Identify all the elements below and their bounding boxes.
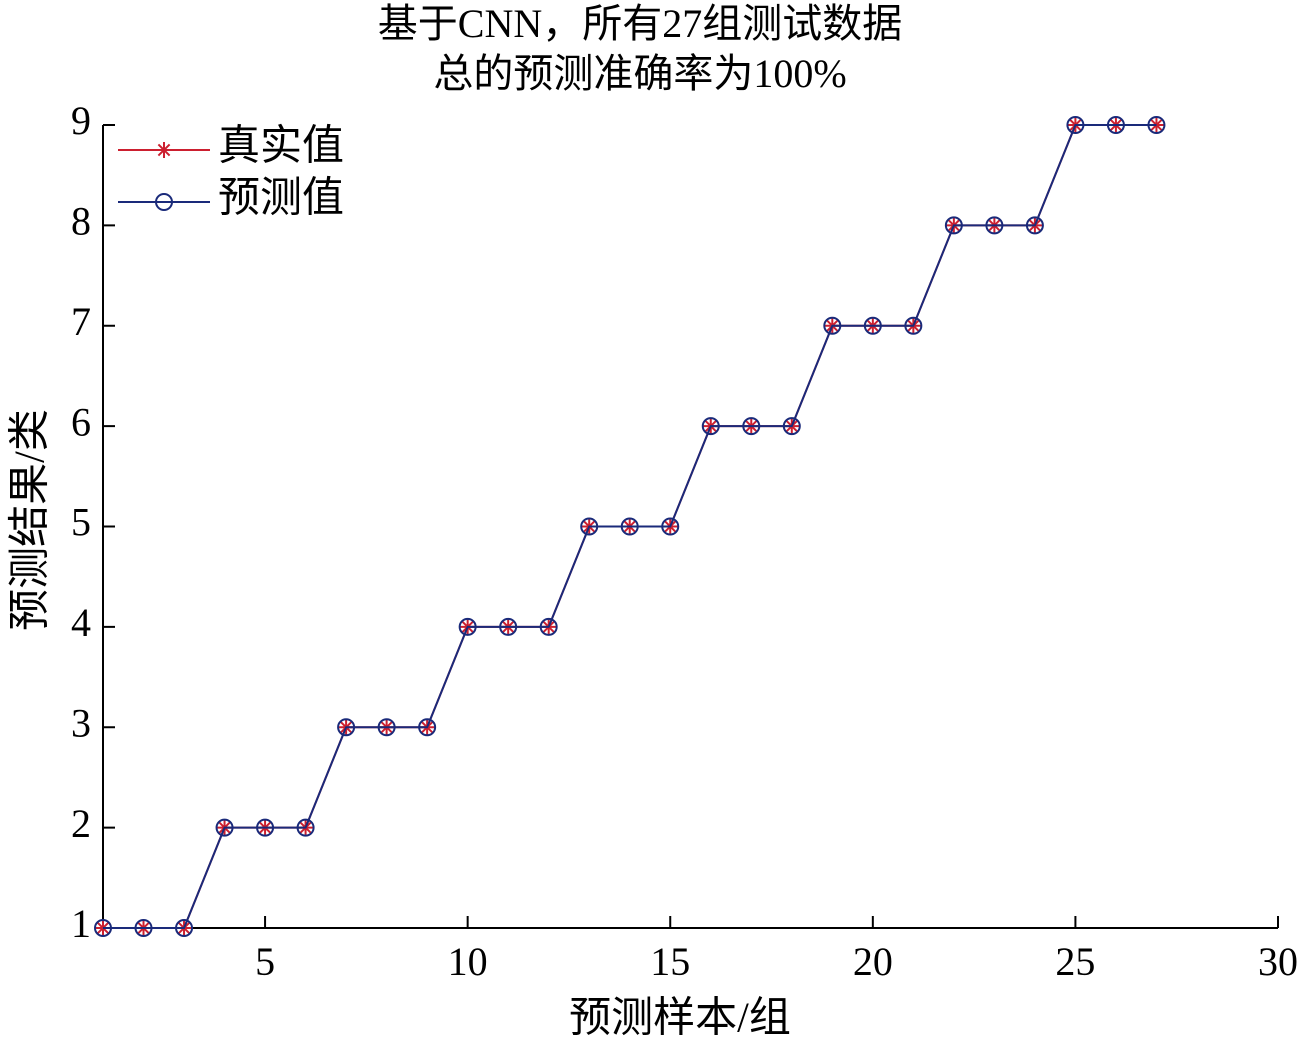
- legend-marker: [156, 142, 172, 158]
- point-marker: [904, 316, 923, 335]
- point-marker: [539, 617, 558, 636]
- y-tick-label: 2: [71, 801, 91, 846]
- y-tick-label: 9: [71, 98, 91, 143]
- point-marker: [863, 316, 882, 335]
- point-marker: [377, 718, 396, 737]
- point-marker: [175, 919, 194, 937]
- point-marker: [296, 818, 315, 837]
- point-marker: [134, 919, 153, 937]
- point-marker: [1148, 117, 1165, 133]
- point-marker: [661, 517, 680, 536]
- legend-label: 预测值: [218, 176, 344, 222]
- y-tick-label: 8: [71, 199, 91, 244]
- point-marker: [458, 617, 477, 636]
- y-tick-label: 5: [71, 500, 91, 545]
- series-line: [103, 124, 1157, 929]
- point-marker: [1147, 116, 1166, 134]
- point-marker: [944, 216, 963, 235]
- chart-title: 基于CNN，所有27组测试数据: [378, 1, 902, 46]
- y-tick-label: 3: [71, 700, 91, 745]
- point-marker: [256, 818, 275, 837]
- x-tick-label: 25: [1055, 939, 1095, 984]
- point-marker: [1066, 116, 1085, 134]
- point-marker: [823, 316, 842, 335]
- legend-label: 真实值: [218, 123, 344, 170]
- point-marker: [337, 718, 356, 737]
- y-tick-label: 7: [71, 299, 91, 344]
- point-marker: [580, 517, 599, 536]
- x-tick-label: 10: [448, 939, 488, 984]
- legend-marker: [155, 193, 173, 211]
- x-tick-label: 5: [255, 939, 275, 984]
- x-tick-label: 15: [650, 939, 690, 984]
- y-axis-label: 预测结果/类: [8, 409, 54, 631]
- point-marker: [94, 919, 112, 937]
- point-marker: [985, 216, 1004, 235]
- point-marker: [1106, 116, 1125, 134]
- point-marker: [499, 617, 518, 636]
- chart-subtitle: 总的预测准确率为100%: [433, 51, 846, 96]
- point-marker: [782, 417, 801, 436]
- y-tick-label: 6: [71, 399, 91, 444]
- x-tick-label: 20: [853, 939, 893, 984]
- point-marker: [215, 818, 234, 837]
- point-marker: [418, 718, 437, 737]
- x-axis-label: 预测样本/组: [569, 996, 791, 1042]
- point-marker: [1025, 216, 1044, 235]
- x-tick-label: 30: [1258, 939, 1298, 984]
- y-tick-label: 1: [71, 901, 91, 946]
- point-marker: [620, 517, 639, 536]
- y-tick-label: 4: [71, 600, 91, 645]
- point-marker: [742, 417, 761, 436]
- point-marker: [701, 417, 720, 436]
